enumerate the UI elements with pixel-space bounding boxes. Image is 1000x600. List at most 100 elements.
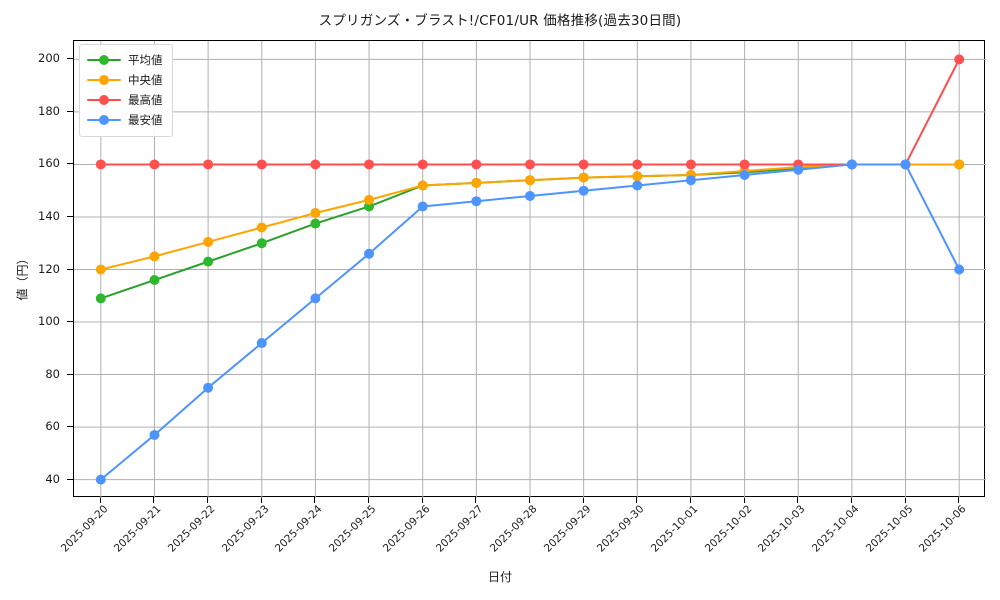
- y-tick-mark: [67, 478, 73, 480]
- legend-marker-icon: [87, 74, 121, 86]
- x-tick-mark: [904, 497, 906, 503]
- y-tick-label: 120: [38, 261, 60, 276]
- data-point: [578, 159, 589, 170]
- x-tick-label: 2025-10-05: [863, 503, 916, 555]
- x-tick-mark: [207, 497, 209, 503]
- legend-marker-icon: [87, 54, 121, 66]
- x-tick-mark: [153, 497, 155, 503]
- data-point: [793, 164, 804, 175]
- data-point: [846, 159, 857, 170]
- data-point: [417, 201, 428, 212]
- legend-marker-icon: [87, 114, 121, 126]
- data-point: [471, 177, 482, 188]
- data-point: [578, 185, 589, 196]
- legend-item-2[interactable]: 最高値: [87, 90, 163, 110]
- data-point: [578, 172, 589, 183]
- data-point: [95, 474, 106, 485]
- data-point: [739, 159, 750, 170]
- x-tick-mark: [797, 497, 799, 503]
- x-tick-label: 2025-09-23: [219, 503, 272, 555]
- data-point: [954, 264, 965, 275]
- x-axis-label: 日付: [487, 570, 512, 584]
- data-point: [149, 159, 160, 170]
- x-tick-mark: [475, 497, 477, 503]
- y-tick-label: 60: [45, 419, 60, 434]
- data-point: [95, 264, 106, 275]
- legend: 平均値中央値最高値最安値: [79, 44, 173, 137]
- y-tick-mark: [67, 321, 73, 323]
- y-axis-label: 値（円）: [15, 252, 30, 301]
- data-point: [310, 208, 321, 219]
- data-point: [256, 222, 267, 233]
- page-title: スプリガンズ・ブラスト!/CF01/UR 価格推移(過去30日間): [318, 13, 682, 29]
- data-point: [632, 171, 643, 182]
- data-point: [256, 238, 267, 249]
- x-tick-mark: [958, 497, 960, 503]
- x-tick-label: 2025-09-24: [273, 503, 325, 555]
- series-lines: [95, 54, 965, 485]
- data-point: [417, 159, 428, 170]
- data-point: [310, 159, 321, 170]
- data-point: [95, 293, 106, 304]
- data-point: [310, 218, 321, 229]
- data-point: [310, 293, 321, 304]
- x-tick-mark: [314, 497, 316, 503]
- data-point: [203, 236, 214, 247]
- x-tick-label: 2025-09-22: [165, 503, 218, 555]
- x-tick-label: 2025-10-06: [917, 503, 969, 555]
- y-axis-ticks: 40 60 80 100 120 140 160 180 200: [0, 0, 73, 600]
- data-point: [203, 159, 214, 170]
- x-tick-label: 2025-09-30: [595, 503, 647, 555]
- data-point: [954, 159, 965, 170]
- y-tick-label: 80: [45, 366, 60, 381]
- x-tick-label: 2025-10-02: [702, 503, 755, 555]
- series-line-3: [99, 163, 961, 481]
- x-tick-label: 2025-09-20: [58, 503, 111, 555]
- y-tick-label: 40: [45, 471, 60, 486]
- data-point: [685, 159, 696, 170]
- series-line-2: [99, 58, 961, 166]
- x-tick-label: 2025-10-04: [809, 503, 862, 555]
- x-tick-label: 2025-09-27: [434, 503, 486, 555]
- y-tick-label: 200: [38, 51, 60, 66]
- x-tick-label: 2025-09-29: [541, 503, 594, 555]
- x-tick-mark: [260, 497, 262, 503]
- data-point: [256, 159, 267, 170]
- data-point: [525, 175, 535, 186]
- legend-item-3[interactable]: 最安値: [87, 110, 163, 130]
- y-tick-mark: [67, 58, 73, 60]
- legend-item-1[interactable]: 中央値: [87, 70, 163, 90]
- x-tick-mark: [368, 497, 370, 503]
- data-point: [632, 180, 643, 191]
- legend-item-0[interactable]: 平均値: [87, 50, 163, 70]
- y-tick-label: 160: [38, 156, 60, 171]
- data-point: [95, 159, 106, 170]
- x-tick-label: 2025-09-21: [112, 503, 164, 555]
- y-tick-mark: [67, 426, 73, 428]
- y-tick-mark: [67, 373, 73, 375]
- x-tick-mark: [99, 497, 101, 503]
- x-tick-label: 2025-09-26: [380, 503, 433, 555]
- x-tick-label: 2025-09-25: [326, 503, 379, 555]
- data-point: [632, 159, 643, 170]
- data-point: [149, 251, 160, 262]
- data-point: [364, 159, 375, 170]
- data-point: [685, 175, 696, 186]
- legend-label: 最高値: [128, 93, 163, 107]
- data-point: [471, 196, 482, 207]
- x-tick-label: 2025-10-01: [648, 503, 701, 555]
- data-point: [364, 194, 375, 205]
- data-point: [149, 275, 160, 286]
- data-point: [900, 159, 911, 170]
- x-tick-mark: [689, 497, 691, 503]
- x-tick-mark: [636, 497, 638, 503]
- y-tick-mark: [67, 215, 73, 217]
- y-tick-mark: [67, 110, 73, 112]
- x-tick-mark: [529, 497, 530, 503]
- x-tick-label: 2025-09-28: [487, 503, 540, 555]
- data-point: [364, 248, 375, 259]
- legend-label: 中央値: [128, 73, 163, 87]
- x-tick-mark: [582, 497, 584, 503]
